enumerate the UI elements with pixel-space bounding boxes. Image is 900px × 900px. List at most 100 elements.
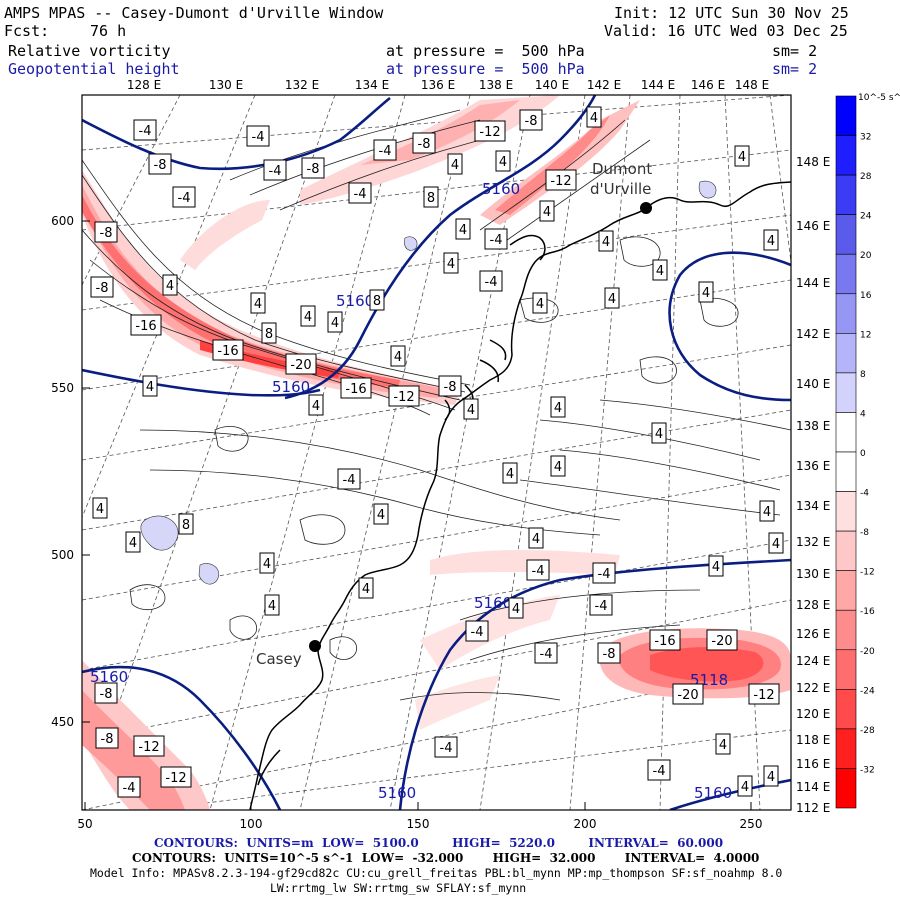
vorticity-fill-positive: [140, 180, 717, 585]
vorticity-label-box: [412, 132, 436, 154]
vorticity-label: -8: [307, 162, 320, 177]
vorticity-label-box: [263, 159, 287, 181]
vorticity-label: 8: [427, 191, 435, 206]
graticule: [82, 95, 791, 810]
vorticity-label: 8: [373, 294, 381, 309]
vorticity-label: 4: [512, 602, 520, 617]
height-label: 5160: [272, 378, 310, 396]
right-lat-label: 126 E: [796, 627, 830, 641]
vorticity-label-box: [94, 221, 118, 243]
vorticity-label: 4: [741, 780, 749, 795]
vorticity-label-box: [261, 322, 277, 344]
vorticity-label: 4: [394, 350, 402, 365]
right-lat-label: 120 E: [796, 707, 830, 721]
vorticity-label: 4: [96, 502, 104, 517]
vorticity-label-box: [117, 776, 141, 798]
init-time: Init: 12 UTC Sun 30 Nov 25: [614, 4, 849, 22]
x-tick-label: 50: [77, 817, 92, 830]
y-tick-label: 600: [51, 214, 74, 228]
height-label: 5160: [482, 180, 520, 198]
vorticity-label: 4: [767, 770, 775, 785]
colorbar-swatch: [835, 451, 857, 492]
vorticity-label-box: [348, 182, 372, 204]
colorbar-swatch: [835, 689, 857, 730]
vorticity-label: -20: [711, 634, 732, 649]
top-lon-label: 148 E: [735, 78, 769, 92]
vorticity-label: 4: [506, 467, 514, 482]
colorbar-level-label: 8: [860, 370, 866, 380]
vorticity-label-box: [550, 455, 566, 477]
field2-smoothing: sm= 2: [772, 60, 818, 78]
vorticity-label-box: [495, 150, 511, 172]
vorticity-label-box: [423, 186, 439, 208]
vorticity-label-box: [737, 775, 753, 797]
vorticity-label-box: [455, 218, 471, 240]
colorbar-level-label: -32: [860, 765, 875, 775]
colorbar-swatch: [835, 253, 857, 295]
field1-name: Relative vorticity: [8, 42, 171, 60]
vorticity-label: -12: [165, 771, 186, 786]
vorticity-label: -12: [138, 740, 159, 755]
vorticity-label: 4: [331, 316, 339, 331]
colorbar-level-label: -20: [860, 647, 875, 657]
vorticity-label: -12: [753, 688, 774, 703]
vorticity-label: -16: [135, 319, 156, 334]
right-lat-label: 128 E: [796, 598, 830, 612]
vorticity-label: 4: [590, 111, 598, 126]
vorticity-label: -4: [485, 275, 498, 290]
colorbar-swatch: [835, 768, 857, 809]
vorticity-label-box: [534, 642, 558, 664]
dumont-durville-marker: [640, 202, 652, 214]
right-lat-label: 130 E: [796, 567, 830, 581]
vorticity-label: 4: [712, 560, 720, 575]
x-tick-label: 150: [407, 817, 430, 830]
vorticity-label-box: [463, 398, 479, 420]
right-lat-label: 114 E: [796, 780, 830, 794]
vorticity-label: -16: [217, 344, 238, 359]
vorticity-label: 4: [304, 310, 312, 325]
y-tick-label: 550: [51, 381, 74, 395]
vorticity-label: -20: [290, 358, 311, 373]
vorticity-label: 4: [263, 557, 271, 572]
colorbar-unit: 10^-5 s^-1: [858, 93, 900, 103]
colorbar-level-label: -16: [860, 607, 875, 617]
colorbar-swatch: [835, 570, 857, 611]
vorticity-label-box: [327, 311, 343, 333]
height-label: 5160: [474, 594, 512, 612]
vorticity-label: 4: [312, 399, 320, 414]
right-lat-label: 146 E: [796, 219, 830, 233]
top-lon-label: 146 E: [691, 78, 725, 92]
vorticity-label: -8: [100, 687, 113, 702]
colorbar-level-label: 20: [860, 251, 872, 261]
vorticity-label-box: [479, 270, 503, 292]
vorticity-label: 4: [268, 599, 276, 614]
field2-pressure: at pressure = 500 hPa: [386, 60, 585, 78]
vorticity-label-box: [763, 229, 779, 251]
dumont-durville-label-line1: Dumont: [592, 160, 652, 178]
vorticity-label-box: [94, 682, 118, 704]
vorticity-label-box: [447, 153, 463, 175]
vorticity-label: -8: [418, 137, 431, 152]
vorticity-label-box: [133, 735, 165, 757]
vorticity-label: 4: [146, 380, 154, 395]
vorticity-label: -16: [654, 634, 675, 649]
colorbar-swatch: [835, 333, 857, 374]
vorticity-label: -4: [343, 473, 356, 488]
right-lat-label: 112 E: [796, 801, 830, 815]
plot-frame: [81, 94, 792, 811]
vorticity-label: 4: [447, 257, 455, 272]
colorbar-level-label: -28: [860, 726, 875, 736]
colorbar-level-label: -12: [860, 568, 875, 578]
vorticity-label-box: [130, 314, 162, 336]
vorticity-label: 4: [602, 235, 610, 250]
vorticity-label-box: [589, 594, 613, 616]
vorticity-label-box: [545, 169, 577, 191]
x-tick-label: 100: [240, 817, 263, 830]
dumont-durville-label-line2: d'Urville: [590, 180, 651, 198]
vorticity-label: 4: [554, 401, 562, 416]
vorticity-label-box: [763, 765, 779, 787]
vorticity-label-box: [526, 559, 550, 581]
vorticity-label: -12: [479, 125, 500, 140]
valid-time: Valid: 16 UTC Wed 03 Dec 25: [604, 22, 848, 40]
top-lon-label: 142 E: [587, 78, 621, 92]
